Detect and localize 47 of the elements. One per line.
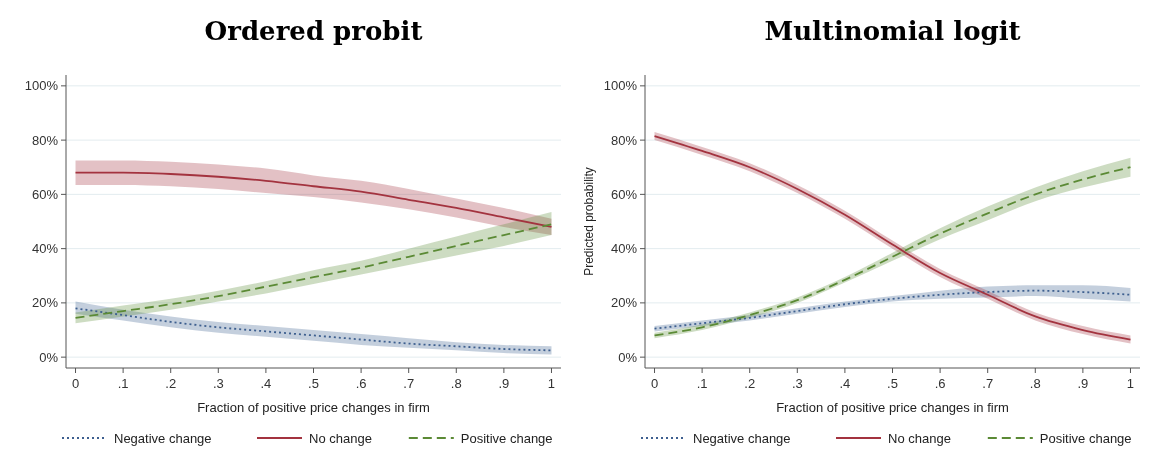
y-axis-title: Predicted probability	[582, 167, 596, 276]
y-tick-label: 60%	[610, 186, 638, 202]
legend-label: Negative change	[693, 430, 791, 446]
x-tick-label: .4	[260, 376, 272, 391]
x-tick-label: .7	[982, 376, 994, 391]
x-tick-label: .4	[839, 376, 851, 391]
x-tick-label: .3	[791, 376, 803, 391]
x-tick-label: .1	[696, 376, 708, 391]
x-tick-label: .5	[887, 376, 898, 391]
chart-title: Ordered probit	[204, 16, 423, 46]
y-tick-label: 20%	[31, 295, 59, 311]
x-tick-label: .3	[212, 376, 224, 391]
x-tick-label: .5	[308, 376, 319, 391]
y-tick-label: 0%	[618, 349, 638, 365]
x-tick-label: 1	[547, 376, 556, 391]
x-tick-label: 0	[71, 376, 80, 391]
x-tick-label: .6	[934, 376, 946, 391]
y-tick-label: 40%	[31, 241, 59, 257]
x-tick-label: .9	[498, 376, 510, 391]
x-tick-label: .7	[403, 376, 415, 391]
y-tick-label: 60%	[31, 186, 59, 202]
y-tick-label: 100%	[603, 78, 638, 94]
y-tick-label: 20%	[610, 295, 638, 311]
x-tick-label: .2	[744, 376, 756, 391]
chart-title: Multinomial logit	[764, 16, 1021, 46]
x-tick-label: .8	[450, 376, 462, 391]
x-tick-label: .2	[165, 376, 177, 391]
y-tick-label: 80%	[31, 132, 59, 148]
x-axis-title: Fraction of positive price changes in firm	[197, 400, 430, 415]
x-tick-label: .1	[117, 376, 129, 391]
y-tick-label: 0%	[39, 349, 59, 365]
x-axis-title: Fraction of positive price changes in firm	[776, 400, 1009, 415]
line-series	[74, 307, 553, 352]
x-tick-label: 0	[650, 376, 659, 391]
y-tick-label: 40%	[610, 241, 638, 257]
legend-label: Negative change	[114, 430, 212, 446]
x-tick-label: 1	[1126, 376, 1135, 391]
y-tick-label: 100%	[24, 78, 59, 94]
legend-label: Positive change	[460, 430, 553, 446]
y-tick-label: 80%	[610, 132, 638, 148]
line-series	[74, 171, 553, 228]
x-tick-label: .6	[355, 376, 367, 391]
legend-label: No change	[309, 430, 372, 446]
x-tick-label: .9	[1077, 376, 1089, 391]
legend-label: No change	[888, 430, 951, 446]
x-tick-label: .8	[1029, 376, 1041, 391]
legend-label: Positive change	[1039, 430, 1132, 446]
